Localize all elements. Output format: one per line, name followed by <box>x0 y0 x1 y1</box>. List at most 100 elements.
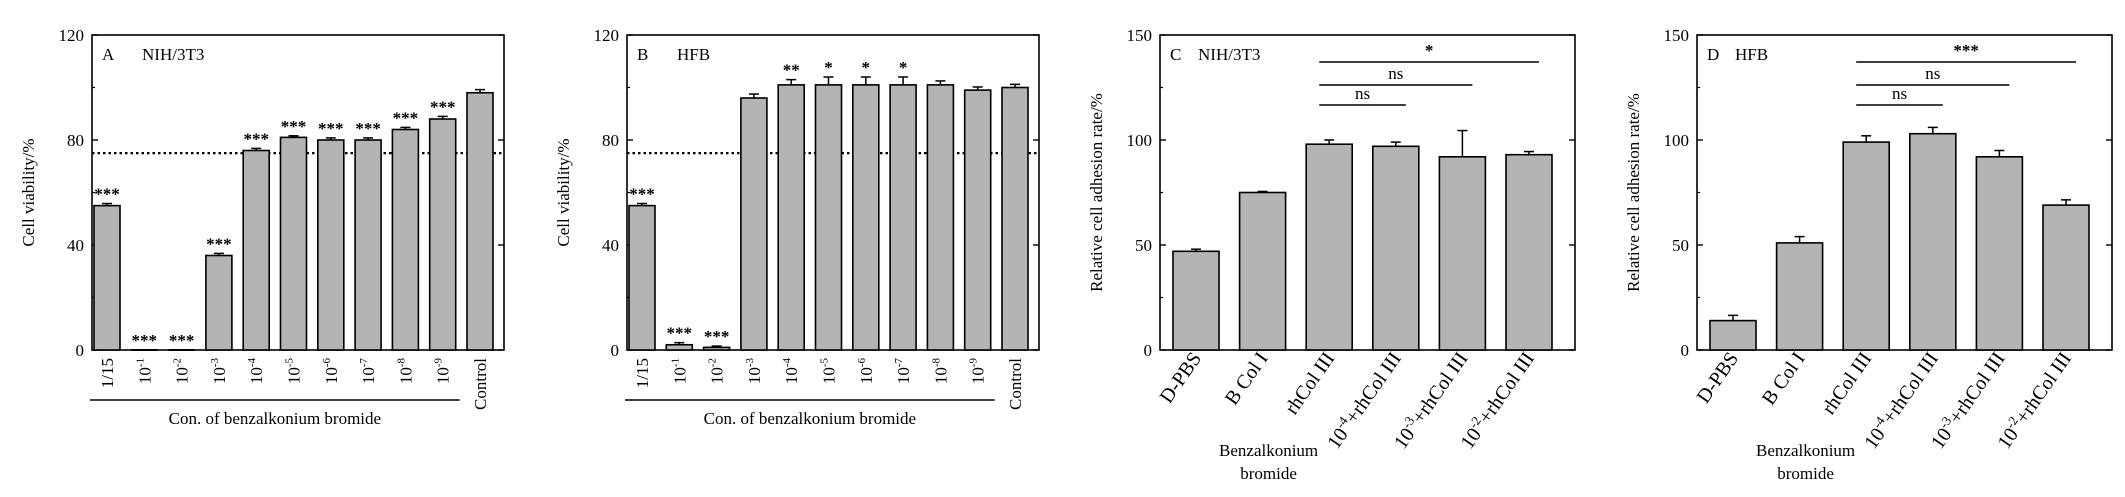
bar <box>242 149 270 351</box>
x-tick-label-base: 10 <box>285 367 304 384</box>
y-axis-label: Relative cell adhesion rate/% <box>1087 93 1106 292</box>
x-tick-label-exponent: -6 <box>856 358 868 368</box>
significance-mark: *** <box>430 97 456 116</box>
x-tick-label-exponent: -6 <box>321 358 333 368</box>
x-tick-label-rest: +rhCol III <box>1878 348 1943 428</box>
x-tick-label-base: 10 <box>135 367 154 384</box>
y-tick-label: 0 <box>611 341 620 360</box>
chart-panel-c: 0 50 100 150 Relative cell adhesion rate/% C N… <box>1087 26 1576 483</box>
x-tick-label-exponent: -1 <box>669 358 681 367</box>
y-tick-label: 0 <box>76 341 85 360</box>
bracket-label: * <box>1425 41 1434 60</box>
bar <box>963 89 992 351</box>
bar <box>1909 132 1957 351</box>
panel-letter: B <box>637 45 648 64</box>
x-tick-label-base: 10 <box>1456 424 1485 453</box>
significance-mark: *** <box>355 119 381 138</box>
bar <box>1709 319 1757 351</box>
x-tick-label: 10-9 <box>433 358 453 385</box>
y-tick-label: 100 <box>1664 131 1690 150</box>
significance-mark: *** <box>243 129 269 148</box>
significance-mark: *** <box>704 327 730 346</box>
group-label: Benzalkonium <box>1219 441 1318 460</box>
x-tick-label: 10-8 <box>930 358 950 385</box>
bar <box>628 204 656 351</box>
bar <box>1975 156 2024 351</box>
x-tick-label-exponent: -2 <box>172 358 184 367</box>
group-label: bromide <box>1240 464 1297 483</box>
bracket-label: ns <box>1355 84 1370 103</box>
significance-mark: *** <box>132 331 158 350</box>
bracket-label: ns <box>1925 64 1940 83</box>
x-tick-label: 10-1 <box>134 358 154 384</box>
group-label: Con. of benzalkonium bromide <box>169 409 381 428</box>
bar <box>851 84 880 351</box>
x-tick-label: 10-2 <box>172 358 192 384</box>
x-tick-label-base: 10 <box>1390 424 1419 453</box>
bar <box>316 139 345 351</box>
x-tick-label-exponent: -4 <box>781 358 793 368</box>
x-tick-label: 10-4 <box>246 358 266 385</box>
x-tick-label-exponent: -5 <box>819 358 831 368</box>
x-tick-label-base: 10 <box>359 367 378 384</box>
x-tick-label-base: 10 <box>708 367 727 384</box>
x-tick-label-exponent: -2 <box>707 358 719 367</box>
bar <box>665 343 694 351</box>
x-tick-label: 1/15 <box>633 358 652 388</box>
bar <box>1438 156 1487 351</box>
x-tick-label-base: 10 <box>1860 424 1889 453</box>
y-tick-label: 150 <box>1664 26 1690 45</box>
y-tick-label: 120 <box>59 26 85 45</box>
y-axis-label: Cell viability/% <box>19 138 38 246</box>
x-tick-label-rest: +rhCol III <box>2011 348 2076 428</box>
panel-cell-line: NIH/3T3 <box>1198 45 1260 64</box>
bar <box>466 91 494 351</box>
x-tick-label-base: 10 <box>247 367 266 384</box>
x-tick-label-rest: +rhCol III <box>1945 348 2010 428</box>
bracket-label: *** <box>1953 41 1979 60</box>
x-tick-label: 10-3 <box>209 358 229 385</box>
bar <box>814 84 843 351</box>
y-tick-label: 40 <box>602 236 619 255</box>
x-tick-label-exponent: -3 <box>744 358 756 368</box>
significance-mark: *** <box>667 324 693 343</box>
x-tick-label: 1/15 <box>98 358 117 388</box>
bar <box>889 84 917 351</box>
significance-mark: *** <box>169 331 195 350</box>
x-tick-label-base: 10 <box>1323 424 1352 453</box>
x-tick-label-rest: +rhCol III <box>1341 348 1406 428</box>
bar <box>1505 153 1553 351</box>
bar <box>702 346 731 351</box>
x-tick-label-base: 10 <box>173 367 192 384</box>
x-tick-label-base: 10 <box>322 367 341 384</box>
y-tick-label: 40 <box>67 236 84 255</box>
x-tick-label-rest: +rhCol III <box>1474 348 1539 428</box>
x-tick-label-base: 10 <box>396 367 415 384</box>
bar <box>391 128 420 351</box>
x-tick-label: 10-6 <box>856 358 876 385</box>
significance-mark: * <box>824 58 833 77</box>
bar <box>740 97 768 351</box>
x-tick-label-base: 10 <box>434 367 453 384</box>
bar <box>279 136 308 351</box>
x-tick-label: 10-3 <box>744 358 764 385</box>
x-tick-label-exponent: -9 <box>433 358 445 368</box>
x-tick-label: 10-5 <box>284 358 304 385</box>
panel-cell-line: NIH/3T3 <box>142 45 204 64</box>
bar <box>777 84 806 351</box>
x-tick-label-exponent: -7 <box>893 358 905 368</box>
bar <box>1775 242 1824 351</box>
panel-cell-line: HFB <box>677 45 710 64</box>
significance-mark: * <box>899 58 908 77</box>
x-tick-label: B Col I <box>1221 348 1273 409</box>
significance-mark: * <box>862 58 871 77</box>
chart-panel-a: 0 40 80 120 Cell viability/% A NIH/3T3 *** *** **… <box>19 26 505 428</box>
x-tick-label: rhCol III <box>1281 348 1339 418</box>
x-tick-label: rhCol III <box>1818 348 1876 418</box>
x-tick-label: 10-9 <box>968 358 988 385</box>
x-tick-label-base: 10 <box>745 367 764 384</box>
significance-mark: *** <box>206 234 232 253</box>
bar <box>428 118 457 351</box>
x-tick-label: Control <box>1006 358 1025 410</box>
